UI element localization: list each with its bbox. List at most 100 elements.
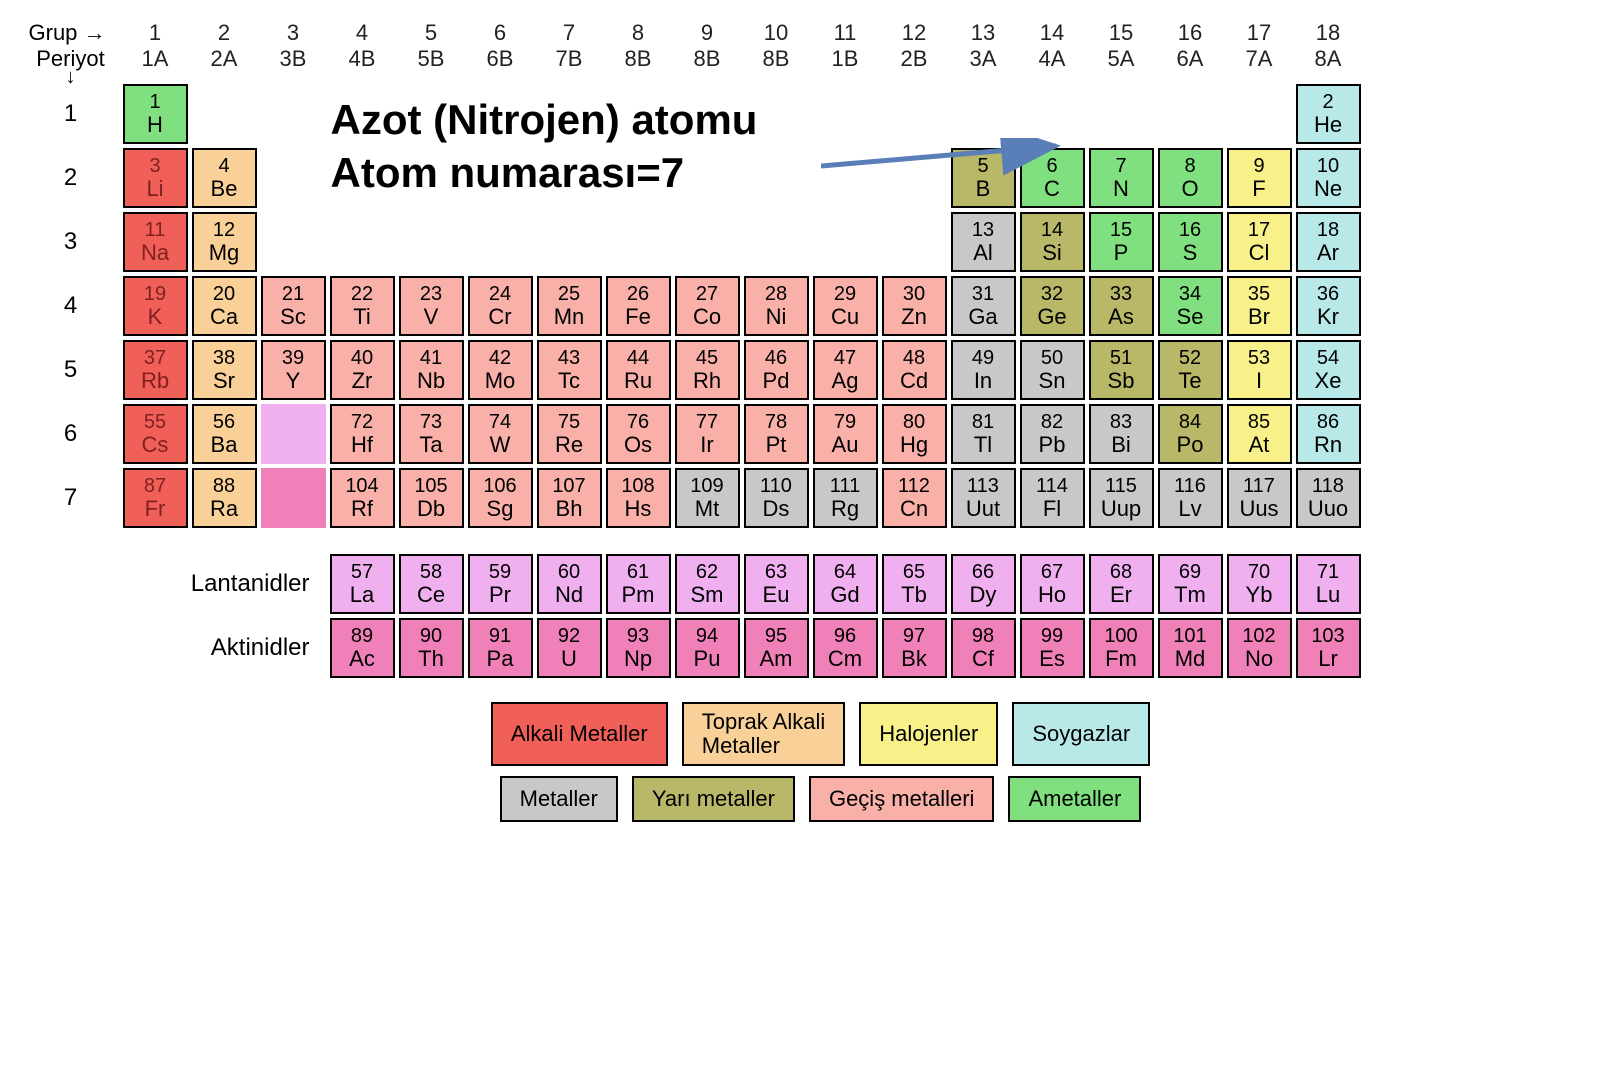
empty-cell bbox=[1227, 84, 1292, 144]
element-cell: 20Ca bbox=[192, 276, 257, 336]
group-number-row: Grup → 123456789101112131415161718 bbox=[21, 20, 1581, 46]
group-name: 7A bbox=[1227, 46, 1292, 72]
period-number: 2 bbox=[21, 148, 121, 208]
element-symbol: Mg bbox=[209, 241, 240, 265]
atomic-number: 100 bbox=[1104, 625, 1137, 647]
element-cell: 96Cm bbox=[813, 618, 878, 678]
empty-cell bbox=[882, 84, 947, 144]
atomic-number: 28 bbox=[765, 283, 787, 305]
group-name: 2A bbox=[192, 46, 257, 72]
element-symbol: Rn bbox=[1314, 433, 1342, 457]
element-cell: 12Mg bbox=[192, 212, 257, 272]
empty-cell bbox=[675, 212, 740, 272]
element-symbol: Bk bbox=[901, 647, 927, 671]
empty-cell bbox=[399, 212, 464, 272]
atomic-number: 99 bbox=[1041, 625, 1063, 647]
element-symbol: Zn bbox=[901, 305, 927, 329]
element-symbol: In bbox=[974, 369, 992, 393]
atomic-number: 95 bbox=[765, 625, 787, 647]
element-cell: 52Te bbox=[1158, 340, 1223, 400]
legend-item: Halojenler bbox=[859, 702, 998, 766]
element-symbol: Pt bbox=[766, 433, 787, 457]
element-symbol: Cm bbox=[828, 647, 862, 671]
atomic-number: 52 bbox=[1179, 347, 1201, 369]
atomic-number: 77 bbox=[696, 411, 718, 433]
legend-item: Soygazlar bbox=[1012, 702, 1150, 766]
atomic-number: 44 bbox=[627, 347, 649, 369]
atomic-number: 98 bbox=[972, 625, 994, 647]
element-cell: 25Mn bbox=[537, 276, 602, 336]
down-arrow-icon: ↓ bbox=[21, 72, 121, 84]
element-symbol: Rh bbox=[693, 369, 721, 393]
atomic-number: 49 bbox=[972, 347, 994, 369]
atomic-number: 63 bbox=[765, 561, 787, 583]
element-symbol: Ba bbox=[211, 433, 238, 457]
atomic-number: 70 bbox=[1248, 561, 1270, 583]
element-cell: 94Pu bbox=[675, 618, 740, 678]
atomic-number: 106 bbox=[483, 475, 516, 497]
legend-item: Geçiş metalleri bbox=[809, 776, 994, 822]
group-number: 1 bbox=[123, 20, 188, 46]
atomic-number: 47 bbox=[834, 347, 856, 369]
empty-cell bbox=[951, 84, 1016, 144]
group-name: 4B bbox=[330, 46, 395, 72]
atomic-number: 59 bbox=[489, 561, 511, 583]
group-name: 5A bbox=[1089, 46, 1154, 72]
element-cell: 59Pr bbox=[468, 554, 533, 614]
element-symbol: Xe bbox=[1315, 369, 1342, 393]
element-symbol: Sc bbox=[280, 305, 306, 329]
atomic-number: 84 bbox=[1179, 411, 1201, 433]
element-cell: 40Zr bbox=[330, 340, 395, 400]
element-cell: 118Uuo bbox=[1296, 468, 1361, 528]
element-cell: 2He bbox=[1296, 84, 1361, 144]
element-cell: 50Sn bbox=[1020, 340, 1085, 400]
element-cell: 41Nb bbox=[399, 340, 464, 400]
atomic-number: 1 bbox=[149, 91, 160, 113]
element-symbol: Ce bbox=[417, 583, 445, 607]
atomic-number: 23 bbox=[420, 283, 442, 305]
lanthanide-row: Lantanidler 57La58Ce59Pr60Nd61Pm62Sm63Eu… bbox=[21, 554, 1581, 614]
element-cell: 80Hg bbox=[882, 404, 947, 464]
atomic-number: 11 bbox=[145, 219, 166, 241]
atomic-number: 71 bbox=[1317, 561, 1339, 583]
element-symbol: U bbox=[561, 647, 577, 671]
element-cell: 103Lr bbox=[1296, 618, 1361, 678]
element-cell: 91Pa bbox=[468, 618, 533, 678]
group-number: 16 bbox=[1158, 20, 1223, 46]
element-symbol: Ni bbox=[766, 305, 787, 329]
group-number: 4 bbox=[330, 20, 395, 46]
element-cell: 61Pm bbox=[606, 554, 671, 614]
element-symbol: Mt bbox=[695, 497, 719, 521]
atomic-number: 101 bbox=[1173, 625, 1206, 647]
element-symbol: Dy bbox=[970, 583, 997, 607]
element-symbol: Am bbox=[760, 647, 793, 671]
element-symbol: Cu bbox=[831, 305, 859, 329]
element-symbol: Ge bbox=[1037, 305, 1066, 329]
element-cell: 10Ne bbox=[1296, 148, 1361, 208]
element-cell: 69Tm bbox=[1158, 554, 1223, 614]
element-symbol: Gd bbox=[830, 583, 859, 607]
atomic-number: 7 bbox=[1115, 155, 1126, 177]
empty-cell bbox=[882, 212, 947, 272]
atomic-number: 65 bbox=[903, 561, 925, 583]
element-symbol: Y bbox=[286, 369, 301, 393]
group-number: 13 bbox=[951, 20, 1016, 46]
element-symbol: Mn bbox=[554, 305, 585, 329]
element-symbol: Cl bbox=[1249, 241, 1270, 265]
atomic-number: 35 bbox=[1248, 283, 1270, 305]
element-cell: 73Ta bbox=[399, 404, 464, 464]
element-symbol: Ac bbox=[349, 647, 375, 671]
element-symbol: Ne bbox=[1314, 177, 1342, 201]
element-cell: 19K bbox=[123, 276, 188, 336]
period-number: 5 bbox=[21, 340, 121, 400]
element-cell: 26Fe bbox=[606, 276, 671, 336]
group-name-row: Periyot 1A2A3B4B5B6B7B8B8B8B1B2B3A4A5A6A… bbox=[21, 46, 1581, 72]
element-symbol: Cn bbox=[900, 497, 928, 521]
group-name: 3A bbox=[951, 46, 1016, 72]
element-symbol: Os bbox=[624, 433, 652, 457]
atomic-number: 30 bbox=[903, 283, 925, 305]
element-symbol: At bbox=[1249, 433, 1270, 457]
element-symbol: Sr bbox=[213, 369, 235, 393]
empty-cell bbox=[537, 212, 602, 272]
group-number: 15 bbox=[1089, 20, 1154, 46]
